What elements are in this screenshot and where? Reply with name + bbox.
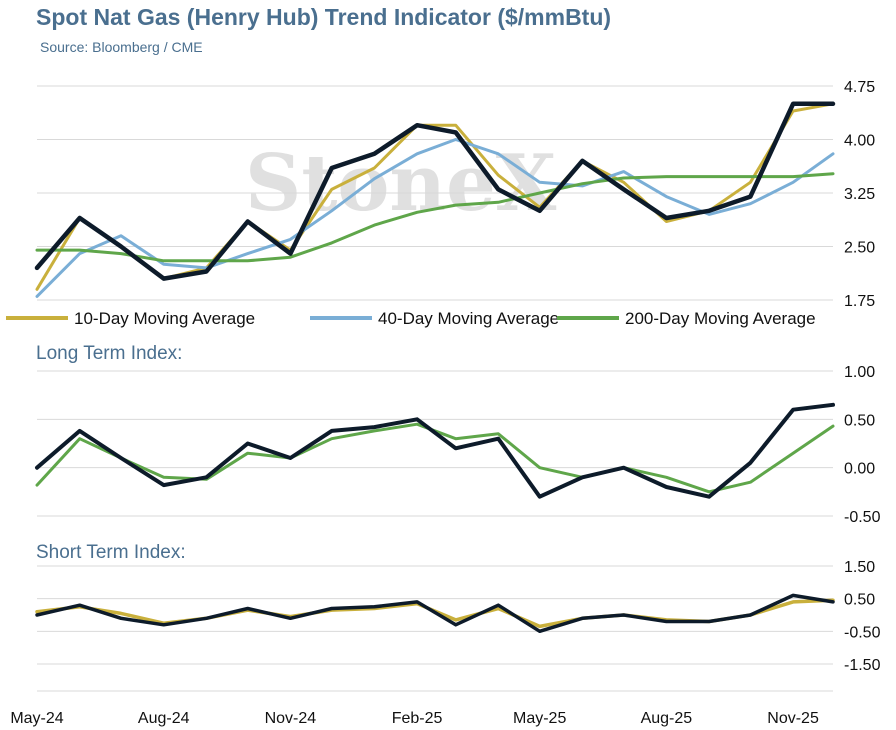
x-tick-label: May-25	[513, 710, 566, 727]
long-term-y-tick-label: 0.50	[844, 412, 875, 429]
x-tick-label: Aug-25	[641, 710, 693, 727]
x-tick-label: Feb-25	[392, 710, 443, 727]
chart-title: Spot Nat Gas (Henry Hub) Trend Indicator…	[36, 4, 612, 30]
price-y-tick-label: 2.50	[844, 240, 875, 257]
price-y-tick-label: 4.75	[844, 79, 875, 96]
legend-label: 10-Day Moving Average	[74, 309, 255, 328]
x-axis: May-24 Aug-24 Nov-24 Feb-25 May-25 Aug-25 Nov-…	[10, 690, 833, 727]
legend-label: 200-Day Moving Average	[625, 309, 816, 328]
price-series-ma200-line	[35, 172, 835, 263]
long-term-y-tick-label: 1.00	[844, 364, 875, 381]
price-y-tick-label: 1.75	[844, 293, 875, 310]
x-tick-label: May-24	[10, 710, 63, 727]
short-term-y-tick-label: 1.50	[844, 559, 875, 576]
short-term-series-spot-line	[35, 593, 835, 634]
short-term-y-tick-label: -0.50	[844, 624, 881, 641]
price-panel: 1.75 2.50 3.25 4.00 4.75	[34, 79, 875, 310]
price-series-spot-line	[34, 101, 836, 281]
watermark: StoneX	[245, 138, 557, 229]
long-term-y-tick-label: 0.00	[844, 461, 875, 478]
long-term-y-tick-label: -0.50	[844, 509, 881, 526]
x-tick-label: Nov-24	[265, 710, 317, 727]
x-tick-label: Nov-25	[767, 710, 819, 727]
x-tick-label: Aug-24	[138, 710, 190, 727]
long-term-series-spot-line	[35, 402, 835, 499]
price-y-tick-label: 4.00	[844, 133, 875, 150]
short-term-y-tick-label: 0.50	[844, 592, 875, 609]
long-term-title: Long Term Index:	[36, 343, 182, 364]
short-term-panel: -1.50 -0.50 0.50 1.50	[35, 559, 881, 674]
legend: 10-Day Moving Average 40-Day Moving Avera…	[6, 309, 816, 328]
long-term-panel: -0.50 0.00 0.50 1.00	[35, 364, 881, 526]
short-term-title: Short Term Index:	[36, 542, 186, 563]
legend-label: 40-Day Moving Average	[378, 309, 559, 328]
short-term-y-tick-label: -1.50	[844, 657, 881, 674]
price-y-tick-label: 3.25	[844, 186, 875, 203]
chart-subtitle: Source: Bloomberg / CME	[40, 39, 203, 55]
